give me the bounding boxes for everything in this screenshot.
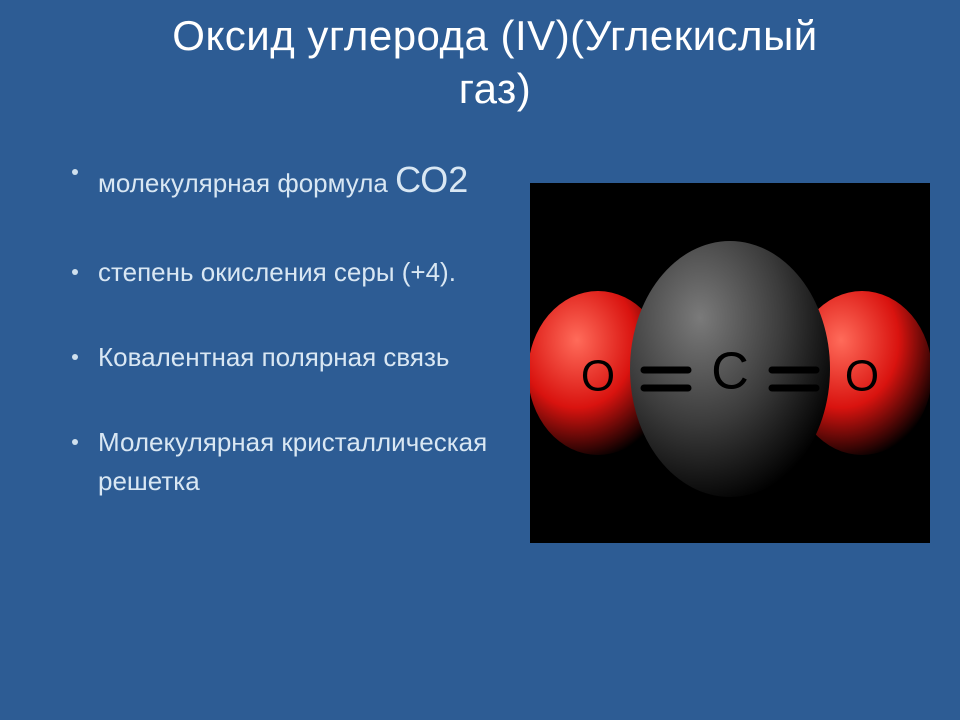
bullet-item: Ковалентная полярная связь (70, 338, 530, 377)
bullet-text: молекулярная формула (98, 168, 395, 198)
co2-molecule-icon: OCO (530, 183, 930, 543)
title-line-2: газ) (60, 63, 930, 116)
bullet-item: молекулярная формула СО2 (70, 153, 530, 207)
slide: Оксид углерода (IV)(Углекислый газ) моле… (0, 0, 960, 720)
slide-title: Оксид углерода (IV)(Углекислый газ) (60, 10, 930, 115)
title-line-1: Оксид углерода (IV)(Углекислый (60, 10, 930, 63)
bullet-text: степень окисления серы (+4). (98, 257, 456, 287)
molecule-figure: OCO (530, 153, 930, 543)
bullet-item: степень окисления серы (+4). (70, 253, 530, 292)
bullet-text: Ковалентная полярная связь (98, 342, 449, 372)
svg-text:O: O (581, 352, 615, 401)
bullet-item: Молекулярная кристаллическая решетка (70, 423, 530, 501)
bullet-list: молекулярная формула СО2 степень окислен… (60, 153, 530, 547)
formula-text: СО2 (395, 159, 468, 200)
content-row: молекулярная формула СО2 степень окислен… (60, 153, 930, 547)
svg-text:O: O (845, 352, 879, 401)
svg-text:C: C (711, 343, 749, 401)
bullet-text: Молекулярная кристаллическая решетка (98, 427, 487, 496)
